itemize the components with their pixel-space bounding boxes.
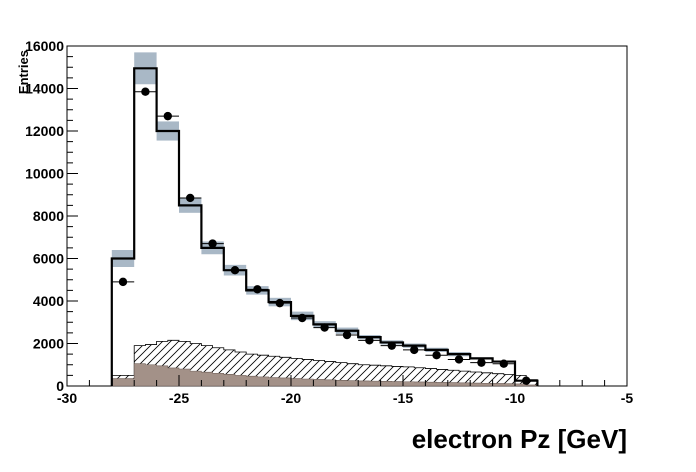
y-tick-label: 8000 (33, 208, 64, 224)
data-point (522, 376, 531, 385)
x-tick-label: -25 (169, 390, 189, 406)
y-tick-label: 12000 (25, 123, 64, 139)
x-tick-label: -20 (281, 390, 301, 406)
background-filled-area (111, 363, 538, 387)
y-tick-label: 4000 (33, 293, 64, 309)
data-point (320, 323, 329, 332)
data-point (454, 355, 464, 364)
data-point (163, 111, 172, 121)
data-point (208, 239, 217, 248)
y-tick-label: 10000 (25, 166, 64, 182)
x-axis-title: electron Pz [GeV] (412, 424, 627, 454)
data-point (186, 193, 195, 203)
y-tick-label: 14000 (25, 81, 64, 97)
data-point (499, 359, 508, 368)
y-tick-label: 6000 (33, 251, 64, 267)
data-point (365, 336, 374, 345)
y-axis-title: Entries (16, 50, 31, 94)
data-point (432, 350, 441, 360)
x-tick-label: -15 (393, 390, 413, 406)
data-point (298, 313, 307, 323)
y-tick-label: 16000 (25, 38, 64, 54)
data-point (477, 358, 486, 367)
x-tick-label: -5 (621, 390, 634, 406)
data-point (275, 298, 284, 308)
data-point (253, 285, 262, 294)
x-tick-label: -10 (505, 390, 525, 406)
data-point (230, 265, 240, 275)
data-point (410, 345, 419, 355)
data-point (141, 87, 150, 96)
data-point (387, 341, 396, 350)
y-tick-label: 0 (56, 378, 64, 394)
y-tick-label: 2000 (33, 336, 64, 352)
data-point (342, 330, 352, 340)
data-point (118, 277, 128, 287)
x-tick-label: -30 (57, 390, 77, 406)
